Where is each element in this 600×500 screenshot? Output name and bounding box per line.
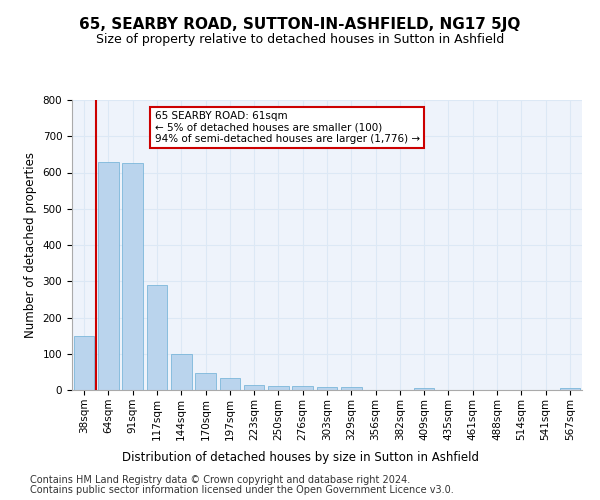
Bar <box>414 388 434 390</box>
Bar <box>195 372 216 390</box>
Text: Contains public sector information licensed under the Open Government Licence v3: Contains public sector information licen… <box>30 485 454 495</box>
Bar <box>244 386 265 390</box>
Bar <box>171 354 191 390</box>
Text: 65 SEARBY ROAD: 61sqm
← 5% of detached houses are smaller (100)
94% of semi-deta: 65 SEARBY ROAD: 61sqm ← 5% of detached h… <box>155 111 419 144</box>
Text: 65, SEARBY ROAD, SUTTON-IN-ASHFIELD, NG17 5JQ: 65, SEARBY ROAD, SUTTON-IN-ASHFIELD, NG1… <box>79 18 521 32</box>
Bar <box>98 162 119 390</box>
Bar <box>292 386 313 390</box>
Y-axis label: Number of detached properties: Number of detached properties <box>24 152 37 338</box>
Bar <box>560 388 580 390</box>
Bar <box>341 388 362 390</box>
Bar <box>122 164 143 390</box>
Text: Distribution of detached houses by size in Sutton in Ashfield: Distribution of detached houses by size … <box>121 451 479 464</box>
Bar <box>220 378 240 390</box>
Text: Size of property relative to detached houses in Sutton in Ashfield: Size of property relative to detached ho… <box>96 32 504 46</box>
Bar <box>268 386 289 390</box>
Bar <box>146 285 167 390</box>
Text: Contains HM Land Registry data © Crown copyright and database right 2024.: Contains HM Land Registry data © Crown c… <box>30 475 410 485</box>
Bar <box>74 336 94 390</box>
Bar <box>317 388 337 390</box>
